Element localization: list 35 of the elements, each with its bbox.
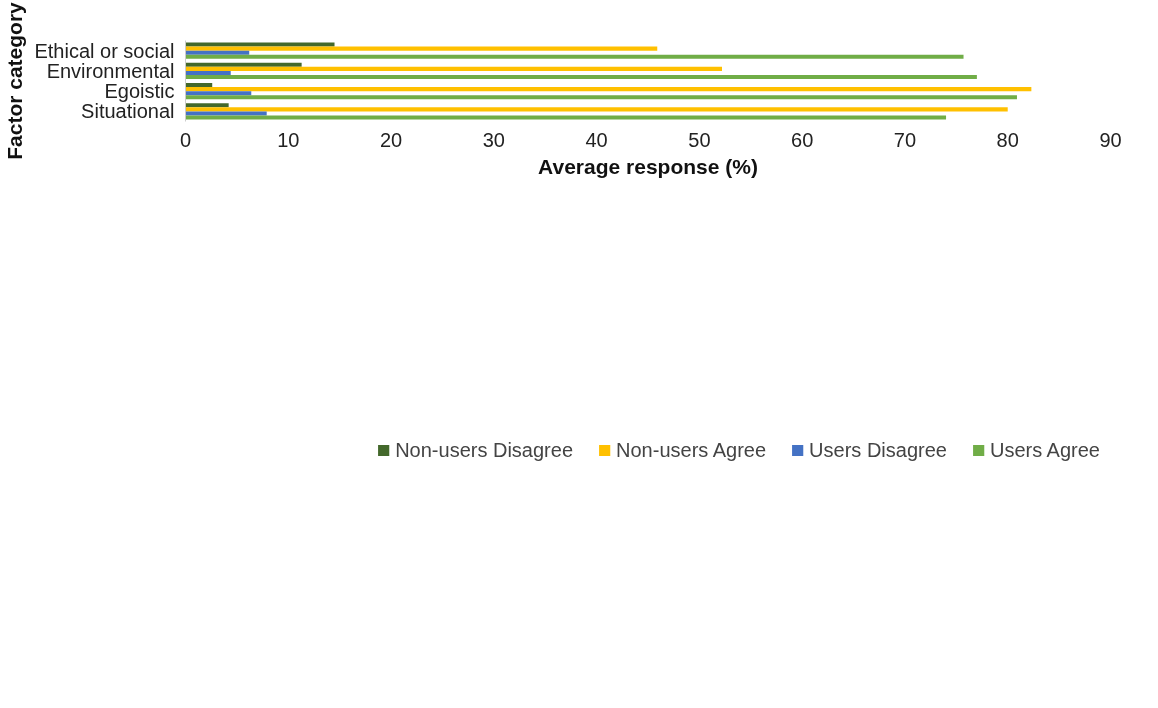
bar <box>185 87 1032 92</box>
x-tick-label: 50 <box>688 128 711 151</box>
x-tick-label: 40 <box>585 128 608 151</box>
bar <box>185 46 658 51</box>
bar <box>185 115 947 120</box>
bar <box>185 70 231 75</box>
bar <box>185 54 964 59</box>
legend-label: Users Agree <box>989 438 1100 462</box>
bar <box>185 42 335 47</box>
bar <box>185 91 252 96</box>
bar <box>185 107 1008 112</box>
bar <box>185 74 977 79</box>
bar <box>185 95 1017 100</box>
bar <box>185 66 722 71</box>
x-tick-label: 70 <box>893 128 917 151</box>
bar <box>185 103 229 108</box>
x-tick-label: 60 <box>791 128 814 151</box>
x-tick-label: 0 <box>179 128 192 151</box>
x-tick-label: 10 <box>277 128 300 151</box>
y-tick-label: Ethical or social <box>34 39 175 62</box>
x-tick-label: 30 <box>482 128 505 151</box>
x-tick-label: 90 <box>1099 128 1122 151</box>
bar <box>185 50 250 55</box>
x-tick-label: 20 <box>379 128 403 151</box>
y-tick-label: Egoistic <box>104 80 175 103</box>
x-axis-title: Average response (%) <box>538 154 758 178</box>
legend-label: Users Disagree <box>809 438 947 462</box>
bar <box>185 83 213 88</box>
y-axis-title: Factor category <box>3 1 27 160</box>
x-tick-label: 80 <box>996 128 1019 151</box>
legend-label: Non-users Disagree <box>395 438 574 462</box>
bar <box>185 62 302 67</box>
y-tick-label: Environmental <box>46 59 175 82</box>
bar <box>185 111 267 116</box>
legend-label: Non-users Agree <box>616 438 767 462</box>
